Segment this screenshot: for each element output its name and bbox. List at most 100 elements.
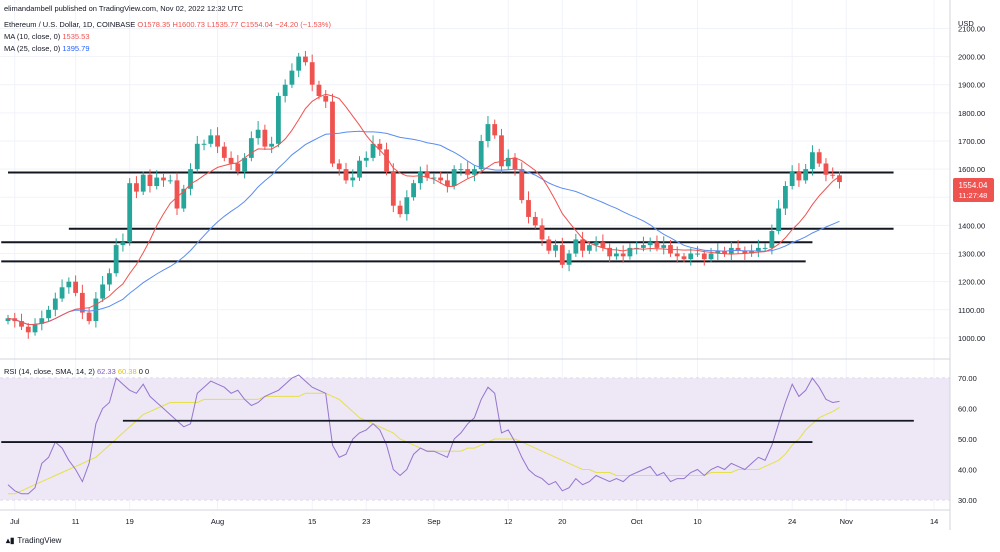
price-tick-label: 1000.00 (958, 334, 985, 343)
candle-body (485, 124, 491, 141)
candle-body (532, 216, 538, 226)
price-tick-label: 1700.00 (958, 137, 985, 146)
candle-body (208, 135, 214, 144)
candle-body (235, 163, 241, 172)
ma25-line (7, 130, 840, 326)
rsi-extra: 0 0 (138, 367, 150, 376)
symbol-legend[interactable]: Ethereum / U.S. Dollar, 1D, COINBASE O15… (4, 20, 331, 29)
time-tick-label: 23 (362, 517, 370, 526)
rsi-sma-value: 60.38 (117, 367, 137, 376)
candle-body (661, 245, 667, 248)
candle-body (140, 174, 146, 192)
time-tick-label: 14 (930, 517, 938, 526)
candle-body (492, 124, 498, 136)
ohlc-high: H1600.73 (172, 20, 205, 29)
candlestick-series[interactable] (5, 50, 842, 339)
candle-body (566, 253, 572, 265)
candle-body (519, 169, 525, 201)
ma10-line (7, 93, 840, 326)
price-tag-price: 1554.04 (959, 181, 988, 190)
candle-body (783, 186, 788, 209)
candle-body (620, 253, 626, 257)
candle-body (134, 183, 139, 192)
candle-body (674, 253, 680, 257)
currency-label: USD (958, 19, 974, 28)
candle-body (586, 245, 592, 251)
ma25-value: 1395.79 (62, 44, 90, 53)
candle-body (363, 157, 369, 161)
candle-body (377, 143, 383, 150)
time-tick-label: Oct (631, 517, 644, 526)
candle-body (336, 163, 342, 170)
time-tick-label: Nov (840, 517, 854, 526)
candle-body (323, 95, 329, 102)
candle-body (390, 171, 396, 206)
candle-body (722, 250, 727, 254)
candle-body (181, 188, 187, 209)
candle-body (52, 298, 58, 310)
rsi-axis-labels[interactable]: 30.00 40.00 50.00 60.00 70.00 (958, 374, 977, 505)
candle-body (708, 253, 714, 260)
candle-body (309, 62, 315, 85)
tradingview-logo[interactable]: ▴​▮ TradingView (6, 536, 61, 545)
candle-body (641, 245, 646, 248)
candle-body (201, 143, 207, 145)
candle-body (73, 281, 78, 293)
candle-body (776, 208, 782, 232)
candle-body (242, 157, 247, 172)
price-tick-label: 1800.00 (958, 109, 985, 118)
candle-body (593, 242, 599, 246)
price-tick-label: 1200.00 (958, 278, 985, 287)
candle-body (167, 180, 173, 182)
candle-body (39, 318, 45, 324)
time-tick-label: Jul (10, 517, 20, 526)
candle-body (107, 273, 112, 285)
candle-body (248, 138, 254, 158)
ma25-legend[interactable]: MA (25, close, 0) 1395.79 (4, 44, 90, 53)
candle-body (303, 56, 308, 63)
rsi-label: RSI (14, close, SMA, 14, 2) (4, 367, 95, 376)
candle-body (526, 200, 531, 217)
candle-body (289, 70, 295, 85)
time-tick-label: 12 (504, 517, 512, 526)
candle-body (715, 250, 721, 254)
candle-body (830, 174, 836, 176)
ma10-label: MA (10, close, 0) (4, 32, 61, 41)
candle-body (174, 180, 180, 209)
candle-body (553, 245, 558, 251)
rsi-legend[interactable]: RSI (14, close, SMA, 14, 2) 62.33 60.38 … (4, 367, 149, 376)
candle-body (100, 284, 106, 299)
candle-body (113, 245, 119, 274)
rsi-tick-label: 60.00 (958, 405, 977, 414)
candle-body (188, 169, 193, 189)
price-axis-labels[interactable]: 1000.001100.001200.001300.001400.001500.… (958, 24, 985, 342)
ohlc-open: O1578.35 (137, 20, 171, 29)
time-axis-labels[interactable]: Jul 11 19 Aug 15 23 Sep 12 20 Oct 10 24 Nov 14 (10, 517, 938, 526)
candle-body (296, 56, 302, 71)
candle-body (431, 177, 437, 179)
price-tick-label: 1400.00 (958, 221, 985, 230)
symbol-name: Ethereum / U.S. Dollar, 1D, COINBASE (4, 20, 136, 29)
ohlc-close: C1554.04 (240, 20, 273, 29)
candle-body (837, 175, 842, 183)
candle-body (627, 247, 633, 257)
candle-body (370, 143, 376, 158)
candle-body (546, 239, 552, 251)
candle-body (384, 149, 389, 172)
price-tick-label: 1900.00 (958, 81, 985, 90)
candle-body (19, 321, 24, 327)
candle-body (438, 177, 444, 181)
candle-body (343, 169, 349, 181)
candle-body (755, 247, 761, 251)
candle-body (215, 135, 220, 147)
candle-body (404, 197, 410, 215)
candle-body (600, 242, 606, 248)
time-tick-label: 24 (788, 517, 796, 526)
candle-body (512, 157, 518, 170)
candle-body (823, 163, 829, 175)
candle-body (32, 323, 38, 333)
candle-body (614, 253, 619, 257)
ma10-legend[interactable]: MA (10, close, 0) 1535.53 (4, 32, 90, 41)
price-tag-time: 11:27:48 (959, 191, 988, 200)
